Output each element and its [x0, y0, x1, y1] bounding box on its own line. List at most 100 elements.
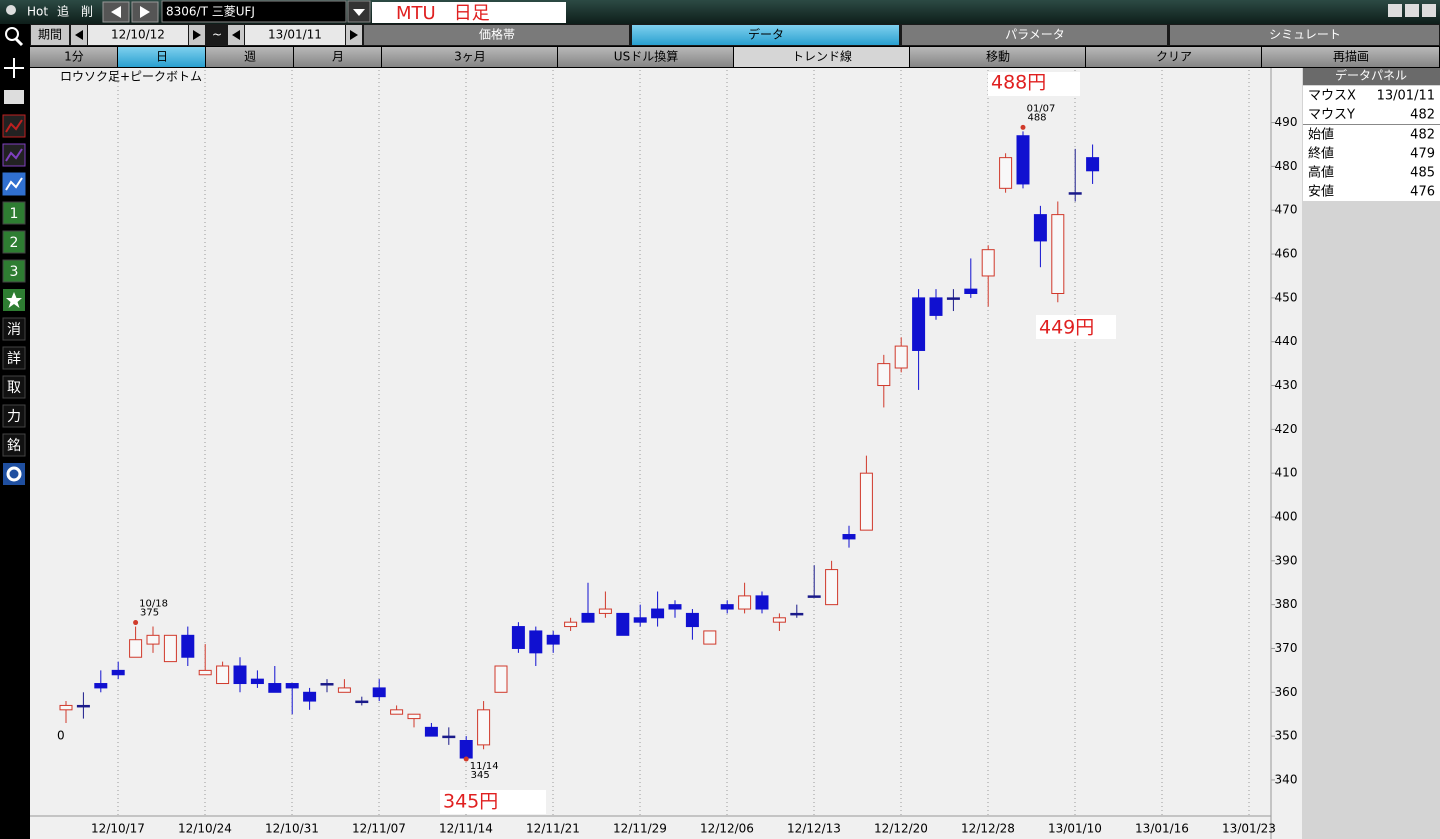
search-icon[interactable]: [5, 27, 19, 41]
peak-marker: [463, 756, 469, 762]
sidebar-button[interactable]: [2, 433, 26, 457]
candle-body: [633, 617, 647, 623]
candle-body: [825, 569, 839, 606]
delete-button[interactable]: 削: [81, 5, 93, 19]
data-panel-key: マウスX: [1308, 89, 1356, 104]
minimize-button[interactable]: [1388, 4, 1402, 17]
y-tick-label: 350: [1275, 729, 1298, 743]
sidebar-button[interactable]: [2, 230, 26, 254]
candle-body: [946, 297, 960, 300]
period-label-box: [31, 25, 69, 45]
from-date: 12/10/12: [111, 28, 165, 42]
to-box[interactable]: [245, 25, 345, 45]
annotation-box: [440, 790, 546, 814]
button[interactable]: [382, 47, 557, 67]
from-box[interactable]: [88, 25, 188, 45]
candle-body: [581, 612, 595, 623]
chart-title: ロウソク足+ピークボトム: [60, 70, 202, 84]
sidebar-button[interactable]: [2, 201, 26, 225]
candle-body: [442, 735, 456, 739]
camera-icon[interactable]: [4, 90, 24, 104]
candle-body: [1086, 157, 1100, 172]
y-tick-label: 440: [1275, 334, 1298, 348]
close-button[interactable]: [1422, 4, 1436, 17]
candle-body: [494, 665, 508, 693]
symbol-text: 8306/T 三菱UFJ: [166, 5, 255, 19]
candle-body: [981, 249, 995, 277]
sidebar-button[interactable]: [2, 404, 26, 428]
peak-date: 10/18: [139, 599, 168, 610]
candle-body: [94, 683, 108, 689]
tab[interactable]: [364, 25, 629, 45]
annotation-box: [1036, 315, 1116, 339]
memo-box[interactable]: [372, 2, 566, 23]
button[interactable]: [734, 47, 909, 67]
x-tick-label: 12/11/14: [439, 822, 493, 836]
y-tick-label: 410: [1275, 466, 1298, 480]
data-panel-row: [1303, 163, 1440, 182]
dropdown-arrow: [353, 9, 365, 16]
data-panel-value: 479: [1410, 147, 1435, 162]
tool-glyph: [5, 177, 23, 191]
button[interactable]: [294, 47, 381, 67]
symbol-box[interactable]: [161, 0, 347, 23]
data-panel-title: データパネル: [1335, 68, 1407, 83]
prev-arrow: [111, 6, 121, 18]
y-tick-label: 470: [1275, 203, 1298, 217]
annotation: 449円: [1039, 317, 1094, 339]
hot-button[interactable]: Hot: [27, 5, 48, 19]
data-panel-rows: マウスX 13/01/11 マウスY 482 始値 482 終値 479 高値 485 安値 476: [1303, 86, 1440, 201]
x-tick-label: 12/11/29: [613, 822, 667, 836]
button[interactable]: [206, 47, 293, 67]
plus-icon[interactable]: [4, 58, 24, 78]
candle-body: [233, 665, 247, 685]
bulb-icon[interactable]: [6, 5, 16, 15]
candle-body: [198, 669, 212, 676]
sidebar-label: 3: [10, 264, 19, 280]
button-bar: 1分 日 週 月 3ヶ月 USドル換算 トレンド線 移動 クリア 再描画: [30, 47, 1439, 67]
tab-label: 価格帯: [479, 27, 515, 42]
x-tick-label: 13/01/16: [1135, 822, 1189, 836]
candle-body: [616, 612, 630, 636]
candle-body: [720, 604, 734, 610]
tab[interactable]: [902, 25, 1167, 45]
memo-text: MTU 日足: [396, 3, 490, 24]
candle-body: [651, 608, 665, 619]
data-panel-key: 高値: [1308, 165, 1334, 181]
annotation-box: [988, 72, 1080, 96]
add-button[interactable]: 追: [57, 4, 69, 19]
settings-button[interactable]: [3, 463, 25, 485]
button[interactable]: [558, 47, 733, 67]
x-tick-label: 12/11/21: [526, 822, 580, 836]
sidebar-button[interactable]: [2, 259, 26, 283]
x-tick-label: 12/10/17: [91, 822, 145, 836]
button[interactable]: [910, 47, 1085, 67]
button-label: 週: [244, 50, 256, 64]
button-label: 移動: [986, 50, 1010, 64]
tab[interactable]: [632, 25, 899, 45]
sidebar-label: 1: [10, 206, 19, 222]
button-label: トレンド線: [792, 49, 852, 64]
sidebar-button[interactable]: [2, 346, 26, 370]
plot: 12/10/17 12/10/24 12/10/31 12/11/07 12/11/14…: [59, 70, 1298, 836]
to-date: 13/01/11: [268, 28, 322, 42]
peak-date: 01/07: [1027, 103, 1056, 114]
button[interactable]: [30, 47, 117, 67]
sidebar-button[interactable]: [2, 317, 26, 341]
candle-body: [859, 472, 873, 531]
button[interactable]: [118, 47, 205, 67]
tab-label: パラメータ: [1005, 28, 1065, 42]
tab[interactable]: [1170, 25, 1439, 45]
y-tick-label: 380: [1275, 597, 1298, 611]
button[interactable]: [1262, 47, 1439, 67]
candle-body: [668, 604, 682, 610]
candle-body: [285, 683, 299, 689]
data-panel-value: 482: [1410, 108, 1435, 123]
candle-body: [320, 683, 334, 686]
candle-body: [1033, 214, 1047, 242]
button[interactable]: [1086, 47, 1261, 67]
x-tick-label: 12/12/06: [700, 822, 754, 836]
maximize-button[interactable]: [1405, 4, 1419, 17]
sidebar-button[interactable]: [2, 375, 26, 399]
